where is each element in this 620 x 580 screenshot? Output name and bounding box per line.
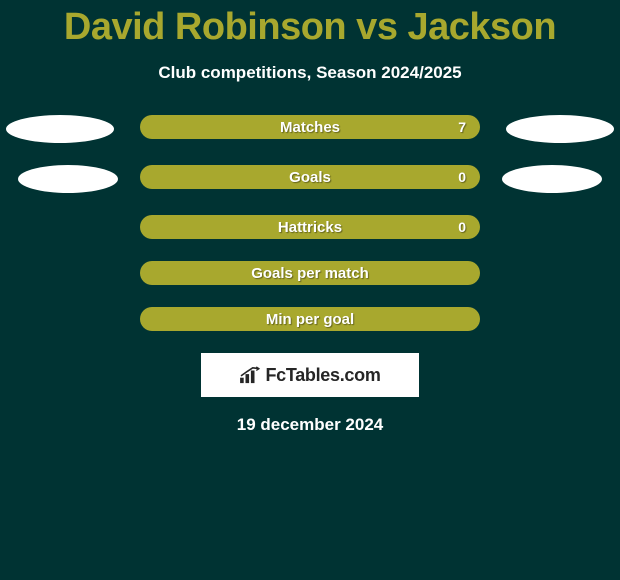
ellipse-left-icon [6,115,114,143]
fctables-logo[interactable]: FcTables.com [201,353,419,397]
stat-bar-hattricks: Hattricks 0 [140,215,480,239]
bar-label: Matches [280,119,340,136]
bars-area: Matches 7 Goals 0 Hattricks 0 Goals per … [0,115,620,331]
stat-bar-goals-per-match: Goals per match [140,261,480,285]
ellipse-right-icon [506,115,614,143]
bar-label: Goals [289,169,331,186]
ellipse-left-icon [18,165,118,193]
bar-value: 7 [458,119,466,135]
date-label: 19 december 2024 [0,415,620,435]
bar-label: Goals per match [251,265,369,282]
bar-row-goals: Goals 0 [0,165,620,193]
bar-label: Min per goal [266,311,354,328]
bar-row-matches: Matches 7 [0,115,620,143]
bar-value: 0 [458,169,466,185]
stat-bar-min-per-goal: Min per goal [140,307,480,331]
chart-icon [239,366,261,384]
subtitle: Club competitions, Season 2024/2025 [0,63,620,83]
stat-bar: Goals 0 [140,165,480,189]
logo-text: FcTables.com [265,365,380,386]
stat-bar: Matches 7 [140,115,480,139]
ellipse-right-icon [502,165,602,193]
bar-value: 0 [458,219,466,235]
page-title: David Robinson vs Jackson [0,0,620,49]
bar-label: Hattricks [278,219,342,236]
